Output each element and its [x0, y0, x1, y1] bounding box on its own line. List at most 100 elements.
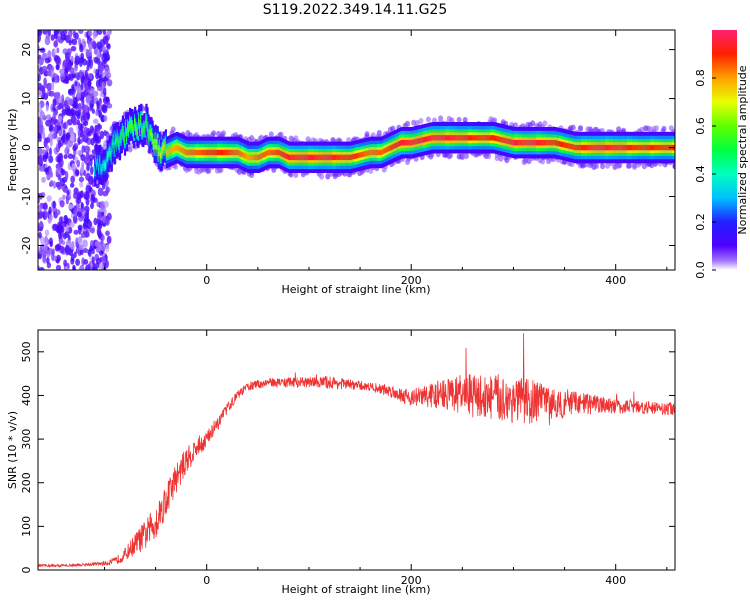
spectrogram-speckle — [72, 265, 76, 270]
spectrogram-speckle — [99, 130, 105, 140]
spectrogram-speckle — [38, 231, 42, 239]
spectrogram-speckle — [102, 46, 107, 53]
spectrogram-halo — [526, 158, 532, 165]
spectrogram-speckle — [79, 265, 85, 270]
spectrogram-halo — [288, 171, 294, 178]
spectrogram-speckle — [93, 49, 98, 55]
spectrogram-ridge-cell — [94, 168, 97, 174]
spectrogram-speckle — [53, 92, 59, 100]
spectrogram-speckle — [68, 127, 74, 135]
spectrogram-speckle — [49, 180, 54, 187]
spectrogram-speckle — [48, 206, 52, 215]
spectrogram-speckle — [95, 262, 100, 269]
spectrogram-speckle — [76, 86, 82, 96]
spectrogram-speckle — [62, 194, 66, 200]
spectrogram-speckle — [57, 156, 61, 163]
spectrogram-ridge-cell — [590, 144, 593, 151]
spectrogram-speckle — [82, 120, 89, 127]
spectrogram-speckle — [65, 196, 70, 205]
spectrogram-speckle — [97, 187, 104, 197]
spectrogram-speckle — [64, 244, 70, 254]
spectrogram-speckle — [52, 106, 56, 112]
spectrogram-halo — [170, 126, 176, 133]
spectrogram-speckle — [76, 93, 82, 99]
spectrogram-speckle — [98, 250, 104, 256]
spectrogram-speckle — [39, 47, 46, 53]
spectrogram-speckle — [77, 149, 83, 156]
spectrogram-speckle — [64, 52, 69, 58]
spectrogram-speckle — [71, 38, 78, 46]
spectrogram-speckle — [104, 56, 110, 62]
spectrogram-speckle — [82, 42, 87, 48]
spectrogram-halo — [570, 124, 576, 131]
spectrogram-speckle — [102, 87, 107, 96]
spectrogram-speckle — [66, 119, 73, 126]
spectrogram-speckle — [84, 87, 91, 93]
spectrogram-speckle — [73, 30, 77, 39]
spectrogram-speckle — [78, 176, 85, 183]
spectrogram-halo — [211, 130, 217, 137]
spectrogram-speckle — [98, 262, 104, 270]
spectrogram-speckle — [95, 183, 100, 189]
spectrogram-speckle — [84, 104, 89, 113]
spectrogram-speckle — [52, 223, 59, 231]
spectrogram-speckle — [83, 191, 90, 200]
spectrogram-speckle — [43, 92, 49, 100]
spectrogram-halo — [605, 162, 610, 169]
spectrogram-speckle — [53, 48, 58, 55]
spectrogram-speckle — [38, 204, 43, 212]
spectrogram-speckle — [79, 181, 84, 188]
spectrogram-speckle — [38, 166, 45, 172]
spectrogram-speckle — [59, 178, 65, 187]
spectrogram-speckle — [105, 218, 110, 226]
spectrogram-speckle — [74, 81, 78, 87]
spectrogram-halo — [293, 172, 299, 178]
spectrogram-speckle — [63, 214, 68, 222]
spectrogram-halo — [578, 125, 583, 132]
spectrogram-speckle — [88, 30, 93, 37]
spectrogram-speckle — [74, 55, 81, 65]
spectrogram-speckle — [80, 123, 84, 133]
spectrogram-speckle — [96, 101, 100, 109]
spectrogram-speckle — [69, 88, 73, 94]
spectrogram-speckle — [58, 115, 63, 122]
spectrogram-halo — [448, 152, 453, 159]
spectrogram-halo — [405, 120, 410, 127]
spectrogram-speckle — [65, 132, 71, 139]
spectrogram-halo — [268, 131, 274, 138]
spectrogram-speckle — [52, 98, 57, 107]
spectrogram-speckle — [38, 210, 44, 219]
spectrogram-halo — [173, 163, 179, 170]
spectrogram-speckle — [70, 45, 77, 52]
spectrogram-speckle — [77, 102, 82, 112]
spectrogram-speckle — [56, 258, 60, 264]
spectrogram-speckle — [64, 231, 69, 239]
spectrogram-ridge-cell — [231, 149, 234, 156]
spectrogram-speckle — [70, 253, 75, 262]
spectrogram-speckle — [46, 195, 52, 202]
spectrogram-speckle — [38, 30, 43, 37]
spectrogram-speckle — [102, 30, 106, 36]
spectrogram-speckle — [59, 200, 65, 208]
spectrogram-speckle — [67, 98, 74, 106]
spectrogram-speckle — [106, 103, 113, 109]
spectrogram-speckle — [105, 244, 110, 253]
spectrogram-speckle — [101, 235, 105, 241]
spectrogram-speckle — [95, 110, 99, 116]
spectrogram-speckle — [61, 134, 66, 143]
spectrogram-speckle — [87, 48, 92, 57]
spectrogram-speckle — [66, 262, 70, 269]
spectrogram-speckle — [87, 263, 91, 270]
spectrogram-speckle — [69, 221, 75, 228]
spectrogram-speckle — [70, 182, 75, 188]
spectrogram-speckle — [46, 70, 52, 77]
spectrogram-speckle — [44, 229, 50, 237]
spectrogram-halo — [432, 117, 437, 124]
spectrogram-speckle — [78, 69, 83, 78]
spectrogram-speckle — [76, 211, 82, 218]
spectrogram-speckle — [62, 220, 67, 228]
spectrogram-speckle — [77, 136, 81, 146]
spectrogram-ridge-cell — [207, 149, 210, 156]
spectrogram-speckle — [58, 231, 62, 240]
spectrogram-speckle — [97, 211, 103, 219]
